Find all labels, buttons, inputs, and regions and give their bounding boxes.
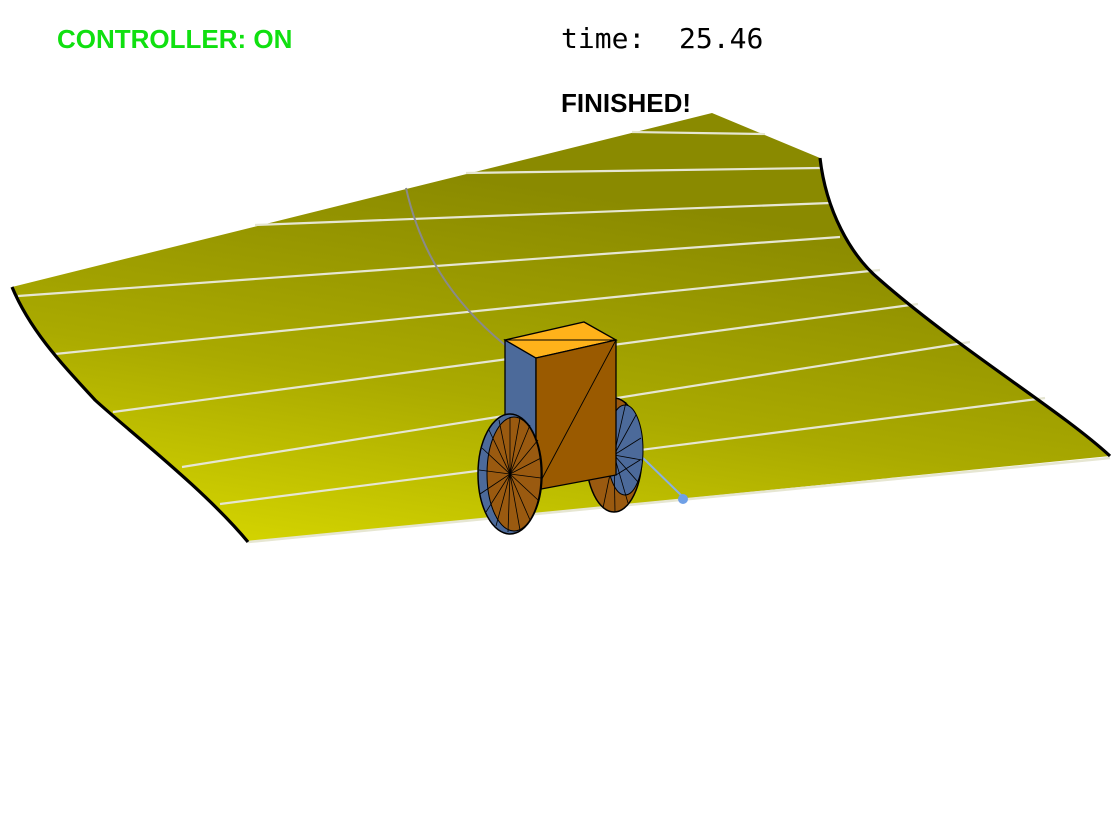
goal-marker — [642, 457, 688, 504]
robot — [477, 321, 644, 535]
controller-status-label: CONTROLLER: ON — [57, 24, 293, 54]
time-readout: time: 25.46 — [561, 22, 763, 55]
finished-message: FINISHED! — [561, 88, 691, 118]
time-label: time: — [561, 22, 646, 55]
terrain-edges — [10, 157, 1112, 544]
left-wheel — [477, 413, 543, 535]
robot-path-trace — [405, 187, 506, 346]
time-value: 25.46 — [679, 22, 764, 55]
